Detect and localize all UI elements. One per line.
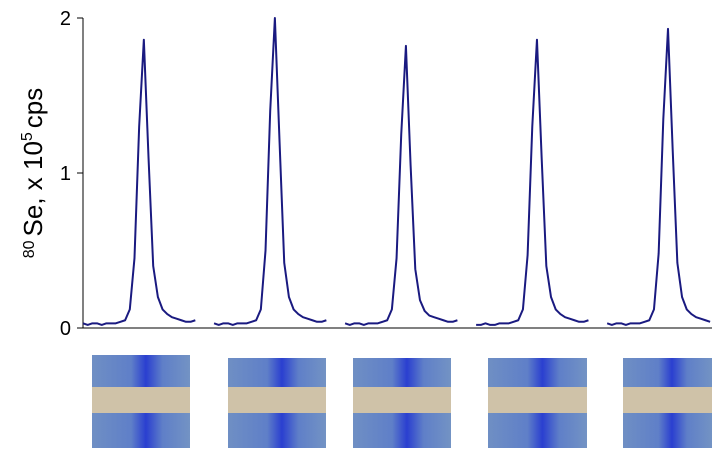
strip-photo	[353, 358, 451, 448]
strip-photos	[92, 355, 712, 448]
y-tick-label: 0	[60, 318, 71, 340]
y-label-text: Se, x 10	[18, 141, 48, 236]
y-axis-label: 80 Se, x 105 cps	[18, 88, 48, 259]
signal-line	[82, 17, 711, 326]
y-label-exponent: 5	[19, 132, 36, 141]
y-label-isotope: 80	[21, 240, 38, 258]
y-tick-label: 1	[60, 163, 71, 185]
strip-photo	[92, 355, 190, 448]
y-label-unit: cps	[18, 88, 48, 128]
strip-photo	[228, 358, 326, 448]
strip-photo	[488, 358, 587, 448]
y-tick-label: 2	[60, 8, 71, 30]
strip-photo	[623, 358, 712, 448]
